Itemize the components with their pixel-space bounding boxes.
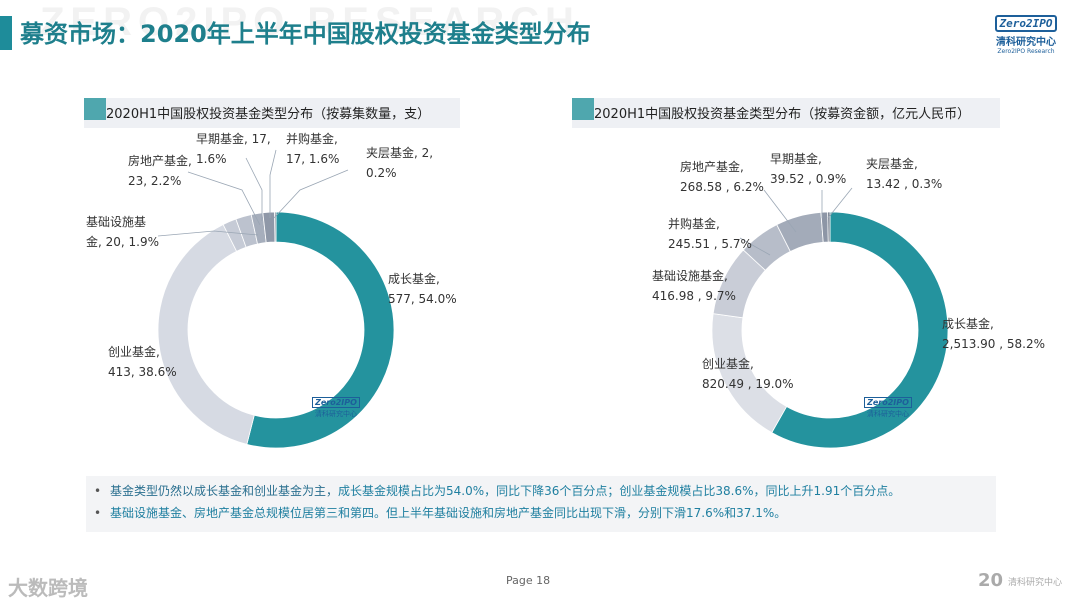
footer-logo-right-text: 清科研究中心 — [1008, 578, 1063, 588]
right-chart-watermark-logo: Zero2IPO 清科研究中心 — [860, 390, 916, 419]
logo-cn-text: 清科研究中心 — [996, 37, 1056, 48]
chart1-data-label-4-1: 1.6% — [196, 152, 227, 166]
chart2-leader-6 — [827, 187, 853, 219]
chart2-data-label-6-1: 13.42 , 0.3% — [866, 177, 942, 191]
chart1-data-label-0-0: 成长基金, — [388, 271, 440, 286]
chart2-data-label-2-0: 基础设施基金, — [652, 268, 728, 283]
chart1-leader-2 — [157, 230, 259, 237]
footer-watermark-left: 大数跨境 — [8, 576, 88, 600]
chart2-data-label-1-0: 创业基金, — [702, 356, 754, 371]
chart2-data-label-0-1: 2,513.90 , 58.2% — [942, 337, 1045, 351]
summary-point-1-highlight: 成长基金规模占比为54.0%，同比下降36个百分点；创业基金规模占比38.6%，… — [338, 484, 901, 498]
chart2-data-label-3-1: 245.51 , 5.7% — [668, 237, 752, 251]
chart1-leader-6 — [273, 169, 349, 219]
chart1-data-label-1-1: 413, 38.6% — [108, 365, 177, 379]
chart1-slice-1 — [157, 223, 255, 445]
right-chart-title: 2020H1中国股权投资基金类型分布（按募资金额，亿元人民币） — [594, 107, 971, 122]
left-chart-title: 2020H1中国股权投资基金类型分布（按募集数量，支） — [106, 107, 431, 122]
chart1-data-label-5-1: 17, 1.6% — [286, 152, 339, 166]
chart2-slice-1 — [711, 313, 788, 434]
title-accent-bar — [0, 16, 12, 50]
chart1-data-label-6-1: 0.2% — [366, 166, 397, 180]
chart2-data-label-1-1: 820.49 , 19.0% — [702, 377, 794, 391]
chart1-leader-5 — [269, 149, 277, 218]
right-chart-marker — [572, 98, 594, 120]
chart2-data-label-3-0: 并购基金, — [668, 216, 720, 231]
chart2-slice-6 — [827, 211, 831, 243]
chart2-slice-0 — [771, 211, 949, 449]
chart2-data-label-5-0: 早期基金, — [770, 151, 822, 166]
chart1-data-label-2-0: 基础设施基 — [86, 215, 146, 229]
chart2-data-label-5-1: 39.52 , 0.9% — [770, 172, 846, 186]
left-chart-header: 2020H1中国股权投资基金类型分布（按募集数量，支） — [84, 98, 460, 128]
chart1-slice-0 — [246, 211, 395, 449]
chart1-slice-6 — [274, 211, 277, 243]
chart2-data-label-2-1: 416.98 , 9.7% — [652, 289, 736, 303]
summary-point-2: 基础设施基金、房地产基金总规模位居第三和第四。但上半年基础设施和房地产基金同比出… — [94, 502, 996, 524]
chart2-leader-4 — [763, 189, 797, 233]
summary-point-1-lead: 基金类型仍然以成长基金和创业基金为主， — [110, 484, 339, 498]
chart2-data-label-6-0: 夹层基金, — [866, 156, 918, 171]
chart1-data-label-5-0: 并购基金, — [286, 131, 338, 146]
chart1-leader-3 — [187, 171, 261, 226]
summary-box: 基金类型仍然以成长基金和创业基金为主，成长基金规模占比为54.0%，同比下降36… — [86, 476, 996, 532]
background-watermark: ZERO2IPO RESEARCH — [40, 0, 580, 44]
chart1-data-label-4-0: 早期基金, 17, — [196, 131, 271, 146]
chart2-data-label-4-0: 房地产基金, — [680, 159, 744, 174]
chart1-data-label-0-1: 577, 54.0% — [388, 292, 457, 306]
logo-en-text: Zero2IPO Research — [997, 48, 1055, 55]
chart1-data-label-1-0: 创业基金, — [108, 344, 160, 359]
chart1-data-label-2-1: 金, 20, 1.9% — [86, 234, 159, 249]
chart2-leader-3 — [739, 237, 771, 256]
summary-point-1: 基金类型仍然以成长基金和创业基金为主，成长基金规模占比为54.0%，同比下降36… — [94, 480, 996, 502]
right-chart-header: 2020H1中国股权投资基金类型分布（按募资金额，亿元人民币） — [572, 98, 1000, 128]
chart1-leader-4 — [245, 157, 263, 221]
footer-logo-right: 20 — [978, 570, 1004, 591]
chart1-data-label-3-1: 23, 2.2% — [128, 174, 181, 188]
chart2-data-label-0-0: 成长基金, — [942, 316, 994, 331]
logo-mark: Zero2IPO — [994, 15, 1058, 32]
page-number: Page 18 — [506, 574, 551, 587]
chart1-data-label-6-0: 夹层基金, 2, — [366, 145, 433, 160]
page-title: 募资市场：2020年上半年中国股权投资基金类型分布 — [20, 20, 591, 48]
company-logo: Zero2IPO 清科研究中心 Zero2IPO Research — [990, 12, 1062, 55]
left-chart-marker — [84, 98, 106, 120]
chart1-data-label-3-0: 房地产基金, — [128, 153, 192, 168]
chart2-data-label-4-1: 268.58 , 6.2% — [680, 180, 764, 194]
left-chart-watermark-logo: Zero2IPO 清科研究中心 — [308, 390, 364, 419]
